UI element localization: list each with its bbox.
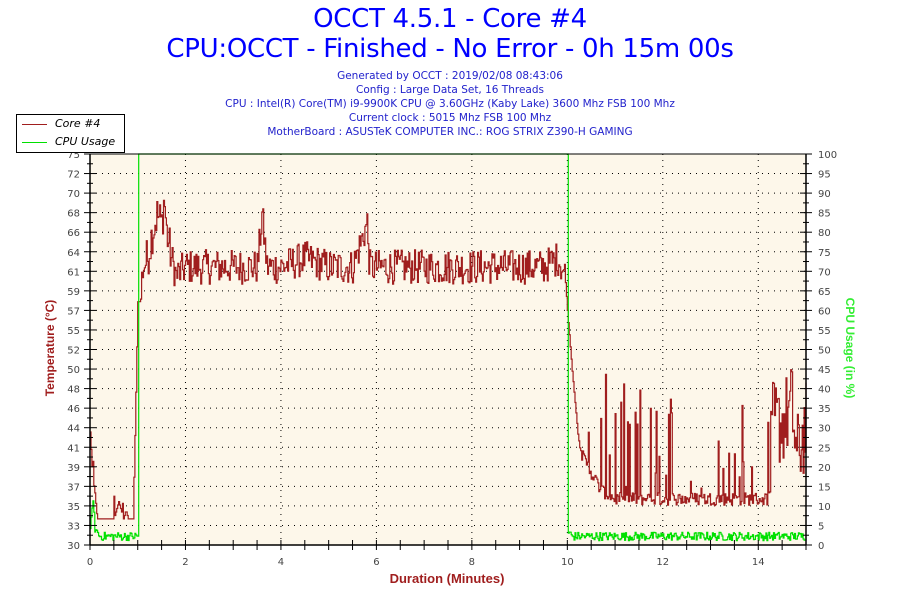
y-tick-label: 39 — [67, 463, 80, 474]
info-motherboard: MotherBoard : ASUSTeK COMPUTER INC.: ROG… — [267, 126, 633, 138]
y2-tick-label: 90 — [818, 189, 831, 200]
y-tick-label: 64 — [67, 248, 80, 259]
info-cpu: CPU : Intel(R) Core(TM) i9-9900K CPU @ 3… — [225, 98, 675, 110]
x-tick-label: 10 — [561, 557, 574, 568]
plot-area — [90, 154, 806, 545]
y-tick-label: 50 — [67, 365, 80, 376]
y-tick-label: 55 — [67, 326, 80, 337]
y-tick-label: 35 — [67, 502, 80, 513]
y2-tick-label: 20 — [818, 463, 831, 474]
info-generated: Generated by OCCT : 2019/02/08 08:43:06 — [337, 70, 563, 82]
y-tick-label: 41 — [67, 443, 80, 454]
y2-tick-label: 95 — [818, 170, 831, 181]
chart-legend: Core #4 CPU Usage — [16, 114, 125, 153]
x-tick-label: 6 — [373, 557, 379, 568]
x-tick-label: 14 — [752, 557, 765, 568]
y-axis-title-temperature: Temperature (°C) — [43, 299, 57, 397]
y-tick-label: 61 — [67, 267, 80, 278]
y-tick-label: 33 — [67, 521, 80, 532]
y2-tick-label: 50 — [818, 346, 831, 357]
y2-tick-label: 30 — [818, 424, 831, 435]
y-tick-label: 30 — [67, 541, 80, 552]
y2-tick-label: 55 — [818, 326, 831, 337]
legend-swatch-core4 — [22, 124, 47, 125]
y2-axis-title-cpu-usage: CPU Usage (in %) — [843, 297, 857, 399]
y-tick-label: 70 — [67, 189, 80, 200]
y-tick-label: 66 — [67, 228, 80, 239]
x-tick-label: 12 — [656, 557, 669, 568]
y-tick-label: 72 — [67, 170, 80, 181]
y2-tick-label: 25 — [818, 443, 831, 454]
y2-tick-label: 65 — [818, 287, 831, 298]
y2-tick-label: 70 — [818, 267, 831, 278]
y2-tick-label: 45 — [818, 365, 831, 376]
y-tick-label: 75 — [67, 150, 80, 161]
x-tick-label: 2 — [182, 557, 188, 568]
legend-label-cpu-usage: CPU Usage — [55, 135, 116, 148]
y2-tick-label: 5 — [818, 521, 824, 532]
y2-tick-label: 100 — [818, 150, 837, 161]
y2-tick-label: 40 — [818, 385, 831, 396]
y-tick-label: 48 — [67, 385, 80, 396]
legend-label-core4: Core #4 — [55, 117, 101, 130]
x-tick-label: 4 — [278, 557, 284, 568]
y2-tick-label: 10 — [818, 502, 831, 513]
y-tick-label: 37 — [67, 482, 80, 493]
y2-tick-label: 60 — [818, 306, 831, 317]
y2-tick-label: 75 — [818, 248, 831, 259]
y-tick-label: 68 — [67, 209, 80, 220]
info-clock: Current clock : 5015 Mhz FSB 100 Mhz — [348, 112, 552, 124]
y-tick-label: 59 — [67, 287, 80, 298]
y2-tick-label: 35 — [818, 404, 831, 415]
legend-item-core4: Core #4 — [17, 116, 124, 132]
legend-swatch-cpu-usage — [22, 142, 47, 143]
chart-title: OCCT 4.5.1 - Core #4 — [313, 4, 587, 34]
y2-tick-label: 85 — [818, 209, 831, 220]
temperature-line — [90, 199, 807, 520]
y-tick-label: 57 — [67, 306, 80, 317]
y-tick-label: 46 — [67, 404, 80, 415]
x-axis-title-duration: Duration (Minutes) — [389, 571, 505, 586]
x-tick-label: 8 — [469, 557, 475, 568]
x-tick-label: 0 — [87, 557, 93, 568]
y2-tick-label: 0 — [818, 541, 824, 552]
legend-item-cpu-usage: CPU Usage — [17, 134, 124, 150]
y2-tick-label: 80 — [818, 228, 831, 239]
chart-subtitle: CPU:OCCT - Finished - No Error - 0h 15m … — [166, 34, 734, 64]
y-tick-label: 52 — [67, 346, 80, 357]
y2-tick-label: 15 — [818, 482, 831, 493]
y-tick-label: 44 — [67, 424, 80, 435]
info-config: Config : Large Data Set, 16 Threads — [356, 84, 544, 96]
